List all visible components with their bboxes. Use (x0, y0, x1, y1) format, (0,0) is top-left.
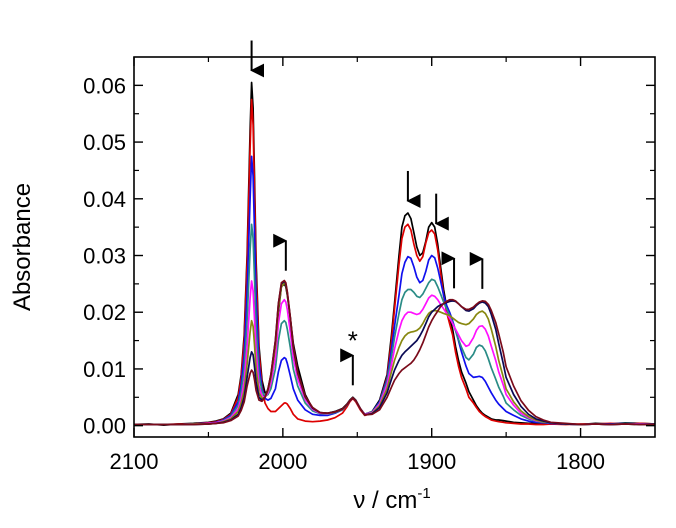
x-tick-label: 2100 (110, 449, 159, 474)
series-line-1 (134, 81, 655, 426)
series-layer (134, 81, 655, 426)
y-tick-label: 0.02 (83, 300, 126, 325)
x-axis-title-main: ν / cm (353, 487, 417, 514)
x-tick-label: 2000 (258, 449, 307, 474)
y-axis-title: Absorbance (9, 183, 36, 311)
x-axis: 2100 2000 1900 1800 (110, 57, 605, 474)
y-tick-label: 0.00 (83, 414, 126, 439)
y-axis: 0.00 0.01 0.02 0.03 0.04 0.05 0.06 (83, 73, 655, 439)
y-tick-label: 0.05 (83, 130, 126, 155)
x-axis-title: ν / cm-1 (353, 485, 430, 514)
series-line-6 (134, 281, 655, 426)
y-tick-label: 0.01 (83, 357, 126, 382)
series-line-7 (134, 280, 655, 426)
asterisk-annotation: * (348, 325, 358, 355)
annotation-layer: * (250, 40, 484, 386)
x-tick-label: 1800 (556, 449, 605, 474)
series-line-2 (134, 98, 655, 426)
series-line-5 (134, 280, 655, 426)
y-tick-label: 0.03 (83, 244, 126, 269)
x-axis-title-superscript: -1 (417, 485, 430, 502)
series-line-3 (134, 155, 655, 426)
x-tick-label: 1900 (407, 449, 456, 474)
series-line-8 (134, 279, 655, 426)
series-line-4 (134, 223, 655, 426)
plot-frame (133, 56, 656, 438)
y-tick-label: 0.06 (83, 73, 126, 98)
y-tick-label: 0.04 (83, 187, 126, 212)
